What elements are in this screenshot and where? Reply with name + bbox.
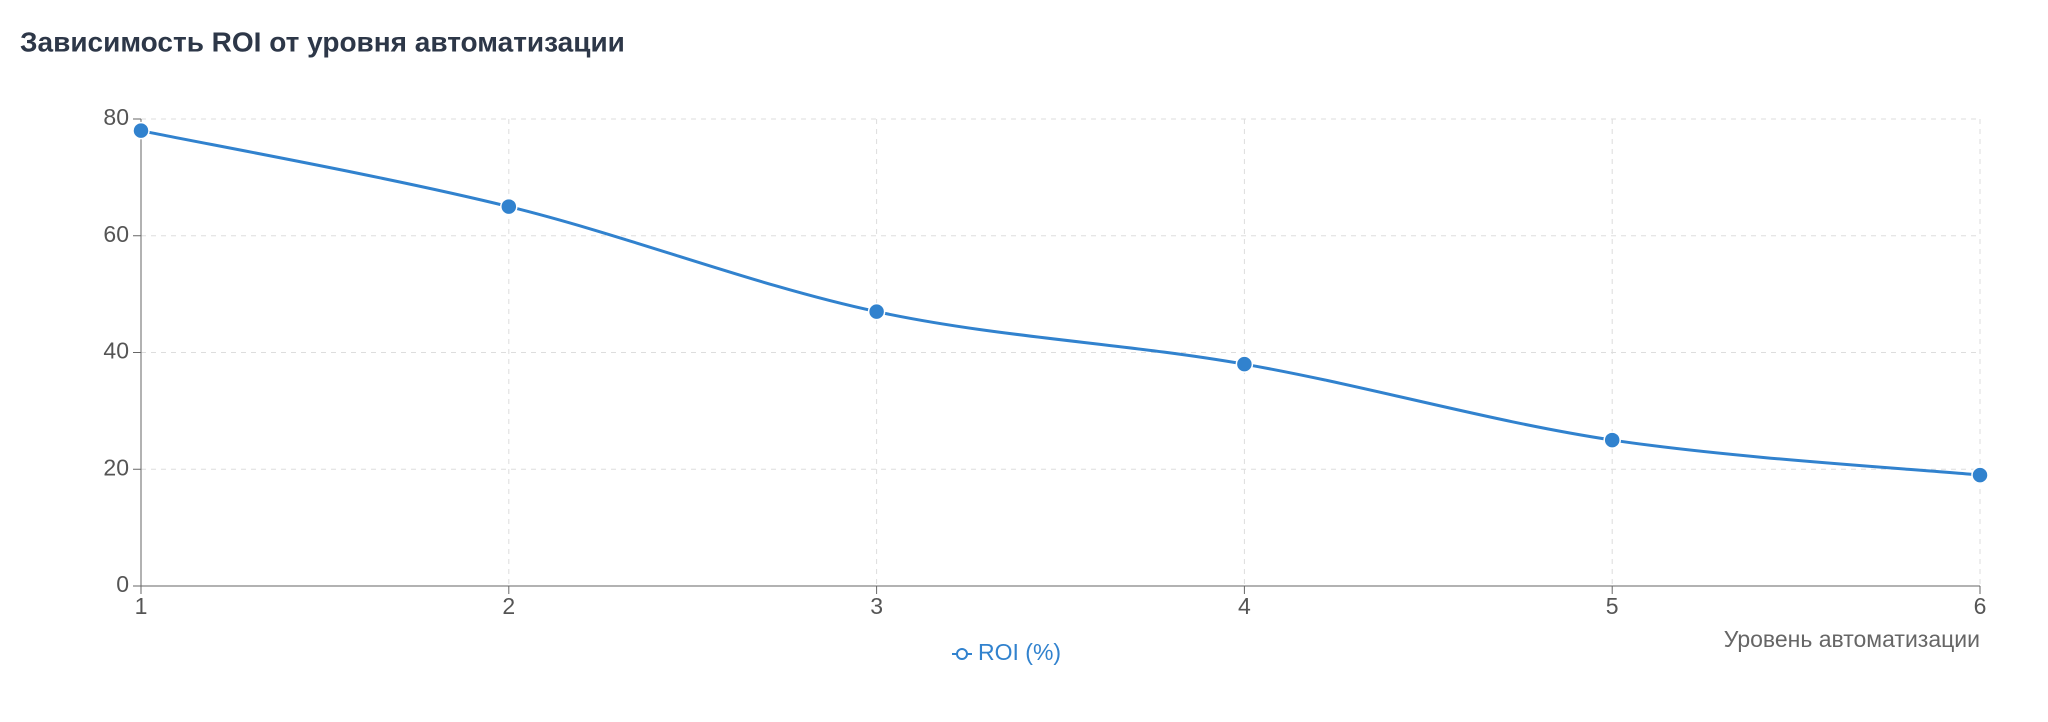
legend-label: ROI (%): [978, 639, 1061, 665]
y-tick-label: 20: [103, 454, 129, 480]
chart-title: Зависимость ROI от уровня автоматизации: [20, 26, 625, 57]
x-tick-label: 3: [870, 593, 883, 619]
line: [140, 129, 1981, 477]
x-tick-label: 5: [1606, 593, 1619, 619]
y-tick-label: 80: [103, 104, 129, 130]
x-tick-label: 4: [1238, 593, 1251, 619]
point: [500, 197, 518, 216]
x-tick-label: 2: [502, 593, 515, 619]
point: [1971, 466, 1989, 484]
point: [1235, 355, 1254, 373]
y-tick-label: 60: [103, 221, 129, 247]
x-tick-label: 6: [1974, 593, 1987, 619]
y-tick-label: 40: [103, 338, 129, 364]
point: [867, 302, 886, 321]
point: [132, 121, 150, 140]
legend-marker: [956, 648, 968, 660]
point: [1603, 431, 1621, 449]
x-axis-label: Уровень автоматизации: [1724, 626, 1980, 652]
x-tick-label: 1: [135, 593, 148, 619]
y-tick-label: 0: [116, 571, 129, 597]
